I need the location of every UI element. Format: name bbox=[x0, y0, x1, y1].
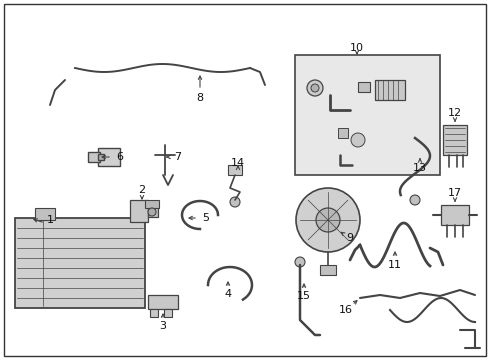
Text: 6: 6 bbox=[117, 152, 123, 162]
Bar bbox=[88, 152, 100, 162]
Circle shape bbox=[410, 195, 420, 205]
Circle shape bbox=[230, 197, 240, 207]
Text: 1: 1 bbox=[47, 215, 53, 225]
Bar bbox=[15, 218, 145, 308]
Bar bbox=[130, 200, 148, 222]
Text: 10: 10 bbox=[350, 43, 364, 53]
Bar bbox=[148, 295, 178, 309]
Bar bbox=[148, 205, 158, 217]
Bar bbox=[35, 208, 55, 220]
Bar bbox=[375, 80, 405, 100]
Text: 2: 2 bbox=[139, 185, 146, 195]
Circle shape bbox=[351, 133, 365, 147]
Bar bbox=[441, 205, 469, 225]
Bar bbox=[164, 309, 172, 317]
Text: 4: 4 bbox=[224, 289, 232, 299]
Bar bbox=[320, 265, 336, 275]
Bar bbox=[338, 128, 348, 138]
Text: 5: 5 bbox=[202, 213, 210, 223]
Bar bbox=[443, 125, 467, 155]
Text: 13: 13 bbox=[413, 163, 427, 173]
Text: 3: 3 bbox=[160, 321, 167, 331]
Bar bbox=[358, 82, 370, 92]
Circle shape bbox=[311, 84, 319, 92]
Text: 12: 12 bbox=[448, 108, 462, 118]
Text: 7: 7 bbox=[174, 152, 182, 162]
Bar bbox=[228, 165, 242, 175]
Circle shape bbox=[316, 208, 340, 232]
Circle shape bbox=[307, 80, 323, 96]
Text: 17: 17 bbox=[448, 188, 462, 198]
Text: 9: 9 bbox=[346, 233, 354, 243]
Circle shape bbox=[295, 257, 305, 267]
Circle shape bbox=[296, 188, 360, 252]
Bar bbox=[145, 200, 159, 208]
Bar bbox=[98, 154, 104, 160]
Circle shape bbox=[148, 208, 156, 216]
Bar bbox=[150, 309, 158, 317]
Text: 15: 15 bbox=[297, 291, 311, 301]
Text: 16: 16 bbox=[339, 305, 353, 315]
Bar bbox=[295, 55, 440, 175]
Bar bbox=[98, 148, 120, 166]
Text: 8: 8 bbox=[196, 93, 203, 103]
Text: 11: 11 bbox=[388, 260, 402, 270]
Text: 14: 14 bbox=[231, 158, 245, 168]
